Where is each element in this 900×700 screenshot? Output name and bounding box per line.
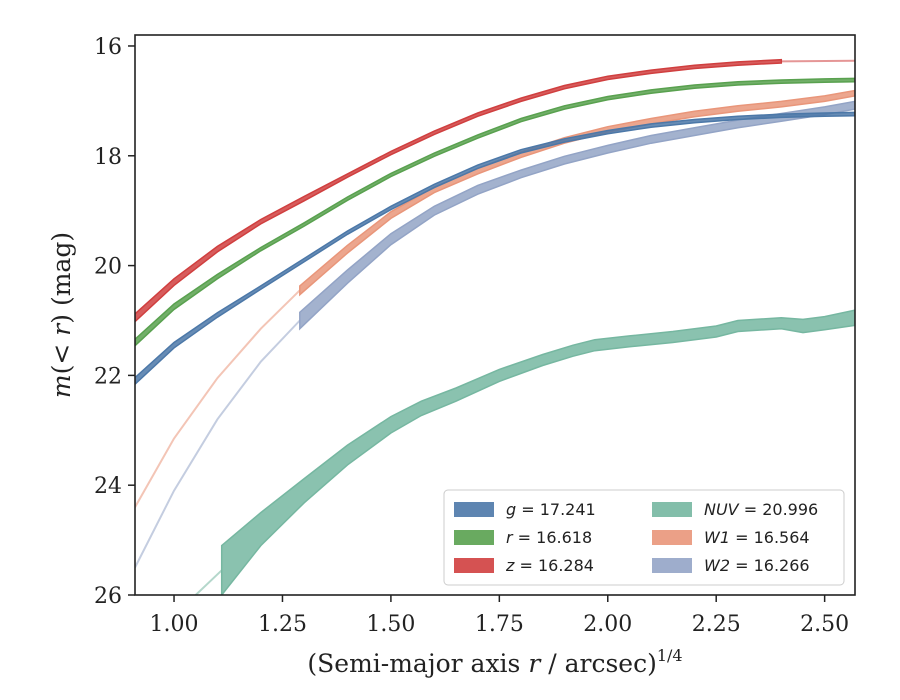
legend-label-r: r = 16.618 xyxy=(506,528,592,547)
series-nuv-band xyxy=(220,309,855,595)
series-z-band xyxy=(135,58,783,323)
x-tick-label: 2.00 xyxy=(583,612,632,637)
y-tick-label: 20 xyxy=(94,255,122,280)
y-tick-label: 18 xyxy=(94,145,122,170)
series-r-band xyxy=(135,77,855,347)
legend-swatch-w2 xyxy=(652,558,692,573)
x-tick-label: 2.25 xyxy=(692,612,741,637)
series-w2-faint-line xyxy=(135,319,301,568)
y-tick-label: 16 xyxy=(94,35,122,60)
legend-swatch-w1 xyxy=(652,530,692,545)
y-tick-label: 26 xyxy=(94,584,122,609)
legend: g = 17.241 r = 16.618 z = 16.284 NUV = 20.9… xyxy=(443,489,845,586)
series-w2-band xyxy=(299,100,855,331)
plot-frame xyxy=(134,34,856,596)
y-tick-label: 22 xyxy=(94,364,122,389)
legend-swatch-r xyxy=(454,530,494,545)
legend-swatch-nuv xyxy=(652,502,692,517)
x-tick-label: 1.50 xyxy=(366,612,415,637)
series-z-faint-extension xyxy=(781,59,855,63)
series-w1-faint-line xyxy=(135,289,301,508)
legend-label-g: g = 17.241 xyxy=(506,500,596,519)
series-nuv-faint-line xyxy=(195,569,223,595)
x-tick-label: 2.50 xyxy=(800,612,849,637)
legend-label-nuv: NUV = 20.996 xyxy=(704,500,818,519)
y-tick-label: 24 xyxy=(94,474,122,499)
y-axis-label: m(< r) (mag) xyxy=(47,232,76,398)
series-g-band xyxy=(135,111,855,386)
legend-swatch-z xyxy=(454,558,494,573)
x-tick-label: 1.75 xyxy=(475,612,524,637)
legend-label-w2: W2 = 16.266 xyxy=(704,556,810,575)
legend-box xyxy=(443,489,845,586)
x-tick-label: 1.00 xyxy=(150,612,199,637)
legend-swatch-g xyxy=(454,502,494,517)
legend-label-z: z = 16.284 xyxy=(505,556,594,575)
x-tick-label: 1.25 xyxy=(258,612,307,637)
chart-marks xyxy=(135,58,855,595)
x-axis-label: (Semi-major axis r / arcsec)1/4 xyxy=(307,646,682,678)
axes: 1.00 1.25 1.50 1.75 2.00 2.25 2.50 16 18 20 22 24 26 xyxy=(94,34,856,637)
legend-label-w1: W1 = 16.564 xyxy=(704,528,810,547)
